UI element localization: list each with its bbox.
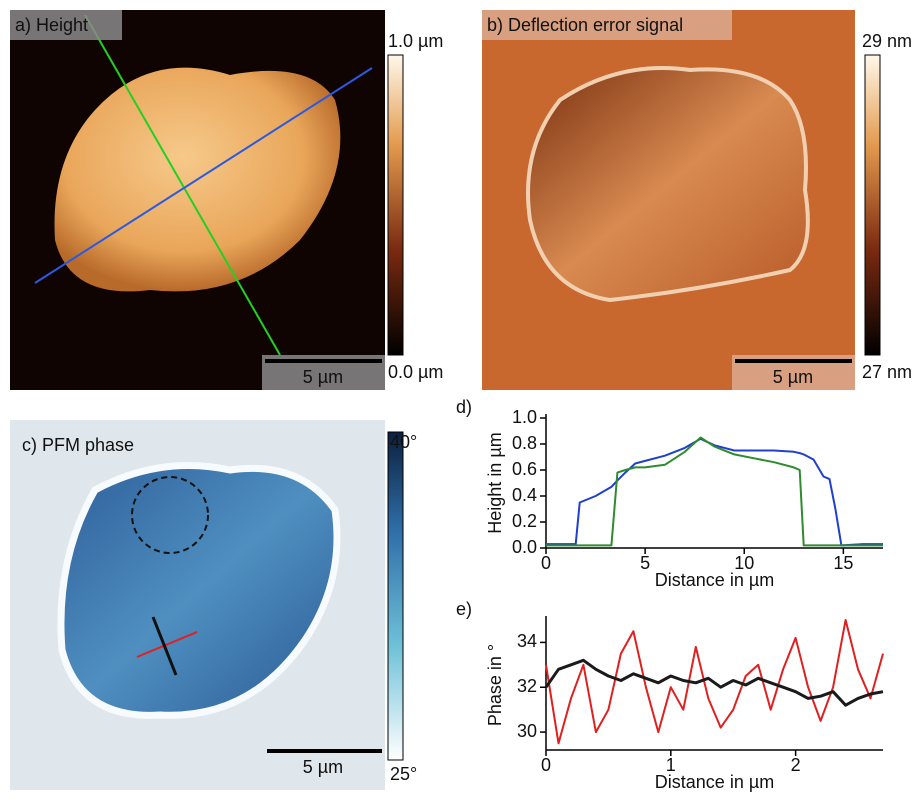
colorbar-min: 27 nm <box>862 362 912 382</box>
colorbar-max: 29 nm <box>862 31 912 51</box>
colorbar-max: 1.0 µm <box>388 31 443 51</box>
y-axis-label: Height in µm <box>485 432 505 533</box>
x-tick-label: 2 <box>791 755 801 775</box>
panel-label: e) <box>456 599 472 619</box>
panel-label: a) Height <box>15 15 88 35</box>
y-axis-label: Phase in ° <box>485 644 505 726</box>
panel-label: d) <box>456 397 472 417</box>
panel-label: c) PFM phase <box>22 435 134 455</box>
scale-label: 5 µm <box>303 757 343 777</box>
data-line <box>545 619 884 745</box>
x-tick-label: 5 <box>640 553 650 573</box>
x-tick-label: 0 <box>541 553 551 573</box>
y-tick-label: 0.4 <box>512 485 537 505</box>
data-line <box>546 437 883 547</box>
y-tick-label: 0.0 <box>512 537 537 557</box>
y-tick-label: 34 <box>517 631 537 651</box>
profile-line <box>136 631 198 658</box>
colorbar <box>864 54 881 356</box>
x-tick-label: 1 <box>666 755 676 775</box>
panel-label: b) Deflection error signal <box>487 15 683 35</box>
y-tick-label: 32 <box>517 676 537 696</box>
crystal <box>57 462 341 719</box>
y-tick-label: 30 <box>517 721 537 741</box>
data-line <box>544 658 884 707</box>
colorbar-min: 25° <box>390 764 417 784</box>
x-tick-label: 0 <box>541 755 551 775</box>
domain-circle <box>131 476 209 554</box>
x-axis-label: Distance in µm <box>655 570 774 590</box>
colorbar-min: 0.0 µm <box>388 362 443 382</box>
profile-line <box>151 616 178 676</box>
crystal <box>526 66 810 303</box>
scale-label: 5 µm <box>773 367 813 387</box>
data-line <box>546 436 883 547</box>
y-tick-label: 0.2 <box>512 511 537 531</box>
colorbar <box>387 54 404 356</box>
y-tick-label: 1.0 <box>512 407 537 427</box>
profile-line <box>34 67 373 284</box>
label-box <box>482 10 732 40</box>
y-tick-label: 0.6 <box>512 459 537 479</box>
label-box <box>10 10 122 40</box>
colorbar <box>387 431 404 761</box>
y-tick-label: 0.8 <box>512 433 537 453</box>
colorbar-max: 40° <box>390 432 417 452</box>
profile-line <box>84 14 281 356</box>
x-tick-label: 10 <box>734 553 754 573</box>
x-tick-label: 15 <box>833 553 853 573</box>
scale-label: 5 µm <box>303 367 343 387</box>
x-axis-label: Distance in µm <box>655 772 774 792</box>
